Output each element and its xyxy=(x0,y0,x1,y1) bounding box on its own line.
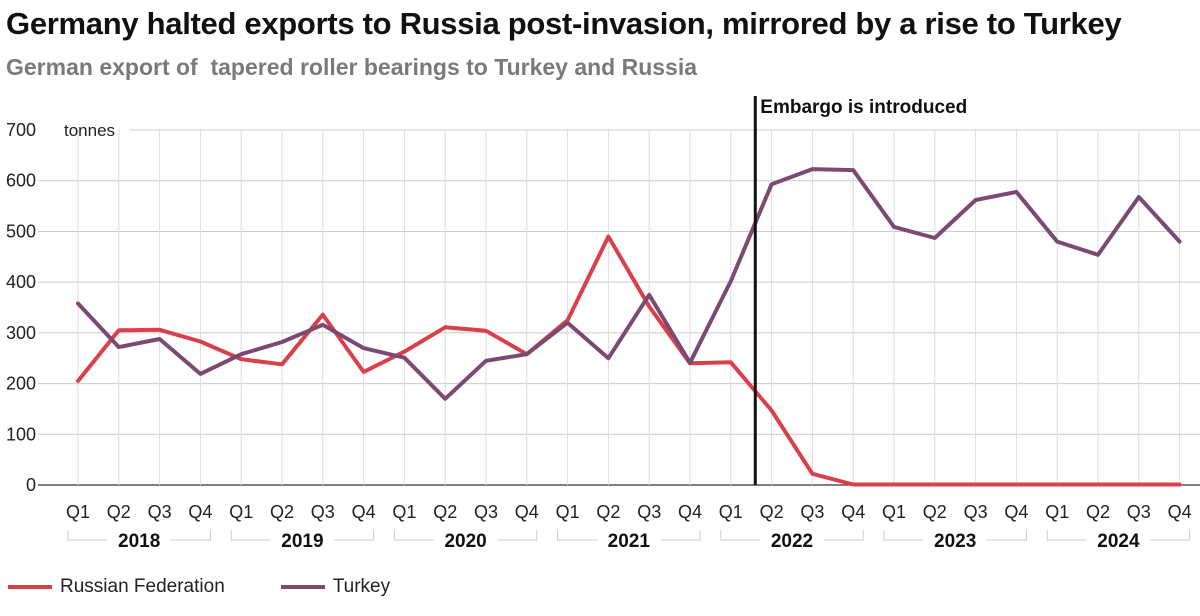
series-lines xyxy=(76,167,1182,487)
x-tick-label: Q2 xyxy=(433,502,457,522)
x-tick-label: Q3 xyxy=(964,502,988,522)
year-label-bg xyxy=(760,530,824,550)
legend-label-turkey: Turkey xyxy=(332,576,391,597)
y-axis-ticks: 0 100 200 300 400 500 600 700 xyxy=(6,120,36,495)
x-tick-label: Q4 xyxy=(1004,502,1028,522)
x-tick-label: Q2 xyxy=(270,502,294,522)
x-tick-label: Q4 xyxy=(515,502,539,522)
series-line-russia xyxy=(76,234,1182,487)
y-tick-label: 300 xyxy=(6,323,36,343)
year-label-bg xyxy=(596,530,661,550)
y-tick-label: 700 xyxy=(6,120,36,140)
year-label-bg xyxy=(923,530,988,550)
y-tick-label: 100 xyxy=(6,424,36,444)
year-groups: 2018 2019 2020 2021 2022 2023 2024 xyxy=(67,530,1191,552)
chart-subtitle: German export of tapered roller bearings… xyxy=(6,54,698,80)
x-tick-label: Q2 xyxy=(760,502,784,522)
y-tick-label: 0 xyxy=(26,475,36,495)
x-tick-label: Q2 xyxy=(596,502,620,522)
x-tick-label: Q1 xyxy=(66,502,90,522)
year-label-bg xyxy=(433,530,498,550)
year-group: 2023 xyxy=(883,530,1027,552)
x-tick-label: Q1 xyxy=(1045,502,1069,522)
x-tick-label: Q3 xyxy=(1127,502,1151,522)
x-tick-label: Q2 xyxy=(923,502,947,522)
chart-title: Germany halted exports to Russia post-in… xyxy=(6,6,1122,41)
legend-item-turkey: Turkey xyxy=(280,576,391,598)
year-label: 2020 xyxy=(444,531,486,552)
y-tick-label: 600 xyxy=(6,171,36,191)
x-tick-label: Q1 xyxy=(882,502,906,522)
year-group: 2019 xyxy=(230,530,375,552)
year-label: 2018 xyxy=(118,531,160,552)
x-tick-label: Q4 xyxy=(841,502,865,522)
x-tick-label: Q3 xyxy=(800,502,824,522)
x-tick-label: Q3 xyxy=(148,502,172,522)
legend-label-russia: Russian Federation xyxy=(60,576,225,597)
year-label: 2023 xyxy=(934,531,976,552)
x-tick-label: Q3 xyxy=(637,502,661,522)
grid-lines xyxy=(38,129,1200,486)
legend: Russian Federation Turkey xyxy=(8,576,390,598)
year-label-bg xyxy=(107,530,172,550)
x-tick-label: Q2 xyxy=(107,502,131,522)
x-tick-label: Q2 xyxy=(1086,502,1110,522)
year-group: 2022 xyxy=(720,530,864,552)
year-label: 2019 xyxy=(281,531,323,552)
x-tick-label: Q4 xyxy=(188,502,212,522)
year-label: 2022 xyxy=(771,531,813,552)
year-group: 2020 xyxy=(393,530,538,552)
y-axis-unit-label: tonnes xyxy=(64,121,115,140)
legend-swatch-turkey xyxy=(280,585,325,589)
legend-swatch-russia xyxy=(8,585,52,589)
x-tick-label: Q3 xyxy=(474,502,498,522)
year-group: 2021 xyxy=(557,530,701,552)
legend-item-russia: Russian Federation xyxy=(8,576,225,598)
annotations: Embargo is introduced xyxy=(753,96,967,485)
y-tick-label: 400 xyxy=(6,272,36,292)
y-tick-label: 200 xyxy=(6,374,36,394)
series-line-turkey xyxy=(76,167,1182,401)
year-label-bg xyxy=(270,530,335,550)
x-tick-label: Q4 xyxy=(1168,502,1192,522)
year-label: 2024 xyxy=(1097,531,1140,552)
x-tick-label: Q1 xyxy=(556,502,580,522)
year-label: 2021 xyxy=(608,531,651,552)
x-tick-label: Q4 xyxy=(352,502,376,522)
x-tick-label: Q1 xyxy=(229,502,253,522)
year-group: 2018 xyxy=(67,530,211,552)
x-axis-ticks: Q1 Q2 Q3 Q4 Q1 Q2 Q3 Q4 Q1 Q2 Q3 Q4 Q1 Q2 Q3 Q4 Q1 Q2 Q3 Q4… xyxy=(66,502,1192,522)
x-tick-label: Q4 xyxy=(678,502,702,522)
y-tick-label: 500 xyxy=(6,221,36,241)
x-tick-label: Q1 xyxy=(719,502,743,522)
embargo-label: Embargo is introduced xyxy=(760,97,967,118)
year-group: 2024 xyxy=(1046,530,1191,552)
year-label-bg xyxy=(1086,530,1151,550)
x-tick-label: Q1 xyxy=(392,502,416,522)
x-tick-label: Q3 xyxy=(311,502,335,522)
